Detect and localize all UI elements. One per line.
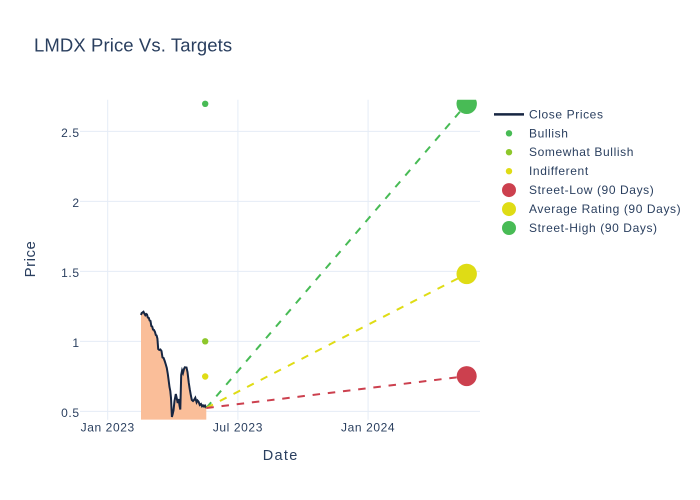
svg-text:Street-High (90 Days): Street-High (90 Days) (529, 221, 658, 235)
svg-text:Close Prices: Close Prices (529, 107, 604, 121)
svg-text:Average Rating (90 Days): Average Rating (90 Days) (529, 202, 681, 216)
svg-text:1.5: 1.5 (61, 266, 79, 280)
svg-text:0.5: 0.5 (61, 406, 79, 420)
svg-text:2: 2 (72, 196, 79, 210)
svg-text:Price: Price (22, 241, 39, 278)
svg-text:2.5: 2.5 (61, 126, 79, 140)
svg-text:Jan 2024: Jan 2024 (341, 421, 395, 435)
svg-text:Jul 2023: Jul 2023 (213, 421, 263, 435)
svg-text:Indifferent: Indifferent (529, 164, 589, 178)
svg-text:Street-Low (90 Days): Street-Low (90 Days) (529, 183, 654, 197)
svg-text:Somewhat Bullish: Somewhat Bullish (529, 145, 634, 159)
svg-text:Bullish: Bullish (529, 126, 569, 140)
svg-text:LMDX Price Vs. Targets: LMDX Price Vs. Targets (34, 35, 232, 56)
svg-text:Jan 2023: Jan 2023 (81, 421, 135, 435)
svg-text:Date: Date (263, 448, 299, 464)
svg-text:1: 1 (72, 336, 79, 350)
